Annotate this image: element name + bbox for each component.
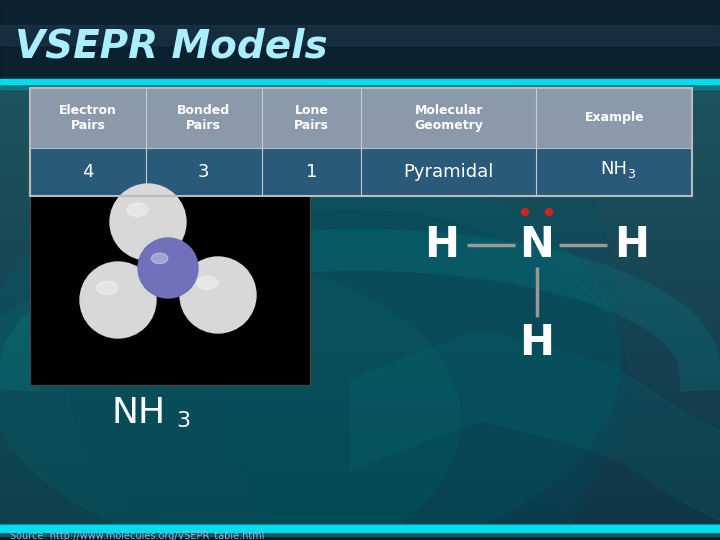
Bar xyxy=(30,88,692,196)
Bar xyxy=(0,110,720,120)
Bar xyxy=(0,360,720,370)
Bar xyxy=(0,350,720,360)
Text: NH: NH xyxy=(112,396,166,430)
Bar xyxy=(0,470,720,480)
Bar xyxy=(0,440,720,450)
Text: VSEPR Models: VSEPR Models xyxy=(15,28,328,66)
Text: 3: 3 xyxy=(627,167,635,180)
Bar xyxy=(0,320,720,330)
Bar xyxy=(0,220,720,230)
Circle shape xyxy=(110,184,186,260)
Text: 3: 3 xyxy=(176,411,190,431)
Bar xyxy=(0,270,720,280)
Ellipse shape xyxy=(197,276,218,289)
Text: 4: 4 xyxy=(82,163,94,181)
Bar xyxy=(0,300,720,310)
Ellipse shape xyxy=(97,281,118,294)
Bar xyxy=(0,310,720,320)
Circle shape xyxy=(546,208,552,215)
Bar xyxy=(0,10,720,20)
Text: H: H xyxy=(614,224,649,266)
Bar xyxy=(0,230,720,240)
Polygon shape xyxy=(0,160,620,540)
Polygon shape xyxy=(0,260,460,540)
Bar xyxy=(0,240,720,250)
Bar xyxy=(0,170,720,180)
Bar xyxy=(0,510,720,520)
Bar xyxy=(0,180,720,190)
Polygon shape xyxy=(220,60,620,540)
Bar xyxy=(30,148,692,196)
Bar xyxy=(0,290,720,300)
Bar xyxy=(0,0,720,80)
Bar xyxy=(0,260,720,270)
Bar xyxy=(0,340,720,350)
Bar xyxy=(0,40,720,50)
Bar xyxy=(0,520,720,530)
Bar xyxy=(0,531,720,540)
Bar xyxy=(0,20,720,30)
Bar xyxy=(0,370,720,380)
Bar xyxy=(0,380,720,390)
Bar xyxy=(0,410,720,420)
Text: 1: 1 xyxy=(306,163,317,181)
Text: Pyramidal: Pyramidal xyxy=(403,163,494,181)
Text: 3: 3 xyxy=(198,163,210,181)
Bar xyxy=(0,200,720,210)
Text: NH: NH xyxy=(600,160,628,178)
Bar xyxy=(0,400,720,410)
Bar xyxy=(0,130,720,140)
Bar xyxy=(0,160,720,170)
Bar xyxy=(0,25,720,45)
Bar xyxy=(0,430,720,440)
Polygon shape xyxy=(70,210,630,540)
Bar xyxy=(0,420,720,430)
Bar xyxy=(0,50,720,60)
Bar xyxy=(0,480,720,490)
Ellipse shape xyxy=(127,203,148,217)
Bar xyxy=(0,80,720,90)
Bar xyxy=(0,525,720,532)
Ellipse shape xyxy=(151,253,168,264)
Bar xyxy=(30,88,692,148)
Text: Example: Example xyxy=(585,111,644,125)
Bar xyxy=(0,450,720,460)
Bar xyxy=(0,79,720,89)
Text: Electron
Pairs: Electron Pairs xyxy=(59,104,117,132)
Circle shape xyxy=(80,262,156,338)
Bar xyxy=(0,460,720,470)
Bar xyxy=(0,0,720,10)
Bar xyxy=(0,30,720,40)
Bar xyxy=(0,330,720,340)
Text: H: H xyxy=(425,224,459,266)
Text: Bonded
Pairs: Bonded Pairs xyxy=(177,104,230,132)
Bar xyxy=(0,140,720,150)
Bar xyxy=(0,490,720,500)
Bar xyxy=(0,190,720,200)
Bar xyxy=(0,500,720,510)
Bar xyxy=(0,390,720,400)
Bar xyxy=(0,250,720,260)
Bar xyxy=(0,60,720,70)
Bar xyxy=(0,150,720,160)
Bar xyxy=(30,145,310,385)
Circle shape xyxy=(180,257,256,333)
Text: H: H xyxy=(520,322,554,364)
Bar xyxy=(0,524,720,536)
Bar xyxy=(0,210,720,220)
Bar xyxy=(0,70,720,80)
Text: Source: http://www.molecules.org/VSEPR_table.html: Source: http://www.molecules.org/VSEPR_t… xyxy=(10,530,264,540)
Text: Lone
Pairs: Lone Pairs xyxy=(294,104,329,132)
Bar xyxy=(0,530,720,540)
Circle shape xyxy=(138,238,198,298)
Text: N: N xyxy=(520,224,554,266)
Bar xyxy=(0,100,720,110)
Circle shape xyxy=(521,208,528,215)
Bar xyxy=(0,79,720,84)
Bar xyxy=(0,280,720,290)
Bar xyxy=(0,90,720,100)
Bar xyxy=(0,120,720,130)
Text: Molecular
Geometry: Molecular Geometry xyxy=(414,104,483,132)
